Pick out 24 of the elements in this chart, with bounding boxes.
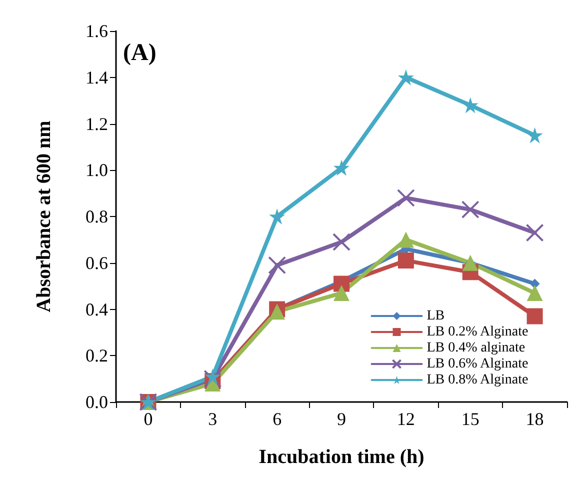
legend-label: LB 0.6% Alginate <box>426 356 528 372</box>
x-tick-label: 18 <box>526 409 544 429</box>
x-axis-title: Incubation time (h) <box>258 446 424 468</box>
legend-label: LB <box>426 308 445 324</box>
legend-label: LB 0.4% alginate <box>426 340 526 356</box>
y-tick-label: 1.4 <box>86 67 108 88</box>
y-tick-label: 0.2 <box>86 346 108 366</box>
y-tick-label: 0.4 <box>86 299 108 320</box>
y-tick-label: 0.6 <box>86 252 108 273</box>
y-tick-label: 1.2 <box>86 114 108 134</box>
x-tick-label: 0 <box>144 409 153 429</box>
y-tick-label: 1.0 <box>86 160 108 180</box>
y-tick-label: 0.0 <box>86 392 108 412</box>
x-tick-label: 3 <box>208 409 218 429</box>
y-tick-label: 0.8 <box>86 206 108 226</box>
annotation: (A) <box>123 40 156 66</box>
y-axis-title: Absorbance at 600 nm <box>33 120 55 312</box>
y-tick-label: 1.6 <box>86 21 108 41</box>
x-tick-label: 12 <box>396 409 415 429</box>
x-tick-label: 6 <box>272 409 282 429</box>
legend-label: LB 0.8% Alginate <box>426 372 528 388</box>
x-tick-label: 9 <box>337 409 346 429</box>
legend-label: LB 0.2% Alginate <box>426 324 528 340</box>
x-tick-label: 15 <box>461 409 480 429</box>
